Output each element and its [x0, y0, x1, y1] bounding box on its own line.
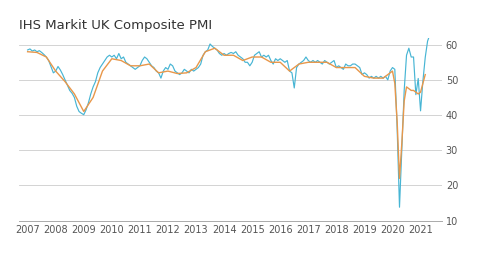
Text: IHS Markit UK Composite PMI: IHS Markit UK Composite PMI — [19, 19, 212, 32]
